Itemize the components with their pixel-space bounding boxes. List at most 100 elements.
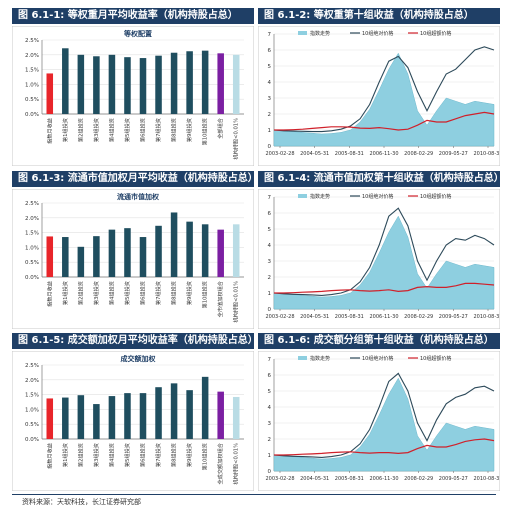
series-line-excess — [274, 438, 495, 456]
x-tick-label: 第10组投资 — [201, 443, 209, 470]
bar — [232, 54, 240, 114]
x-tick-label: 2010-08-31 — [473, 476, 500, 482]
x-tick-label: 2006-11-30 — [369, 314, 398, 320]
x-tick-label: 2004-05-31 — [300, 314, 329, 320]
x-tick-label: 第7组投资 — [154, 281, 162, 305]
bar — [46, 236, 54, 277]
series-line-absolute — [273, 372, 495, 458]
bar — [155, 225, 162, 277]
x-tick-label: 第6组投资 — [139, 443, 147, 467]
legend-label: 指数走势 — [310, 193, 330, 200]
legend-label: 10组绝对价格 — [362, 193, 393, 200]
bar-chart-1: 等权配置 0.0% 0.5% 1.0% 1.5% 2.0% 2.5% 指数月收益 第1组投资 第2… — [12, 26, 254, 166]
y-tick-label: 7 — [268, 32, 272, 38]
chart-title: 等权配置 — [123, 29, 152, 38]
x-tick-label: 2003-02-28 — [265, 476, 294, 482]
y-tick-label: 3 — [268, 259, 272, 265]
source-note: 资料来源：天软科技，长江证券研究部 — [22, 498, 141, 506]
legend-swatch — [298, 31, 307, 35]
bar — [186, 390, 193, 439]
bar — [124, 57, 131, 114]
x-tick-label: 第2组投资 — [76, 443, 84, 467]
x-tick-label: 指数月收益 — [45, 443, 53, 469]
bar — [232, 396, 240, 439]
x-tick-label: 2010-08-31 — [473, 151, 500, 157]
chart-p4: 0 1 2 3 4 5 6 7 2003-02-28 2004-05-31 2005-08-31 20… — [258, 189, 500, 329]
line-chart-6: 0 1 2 3 4 5 6 7 2003-02-28 2004-05-31 2005-08-31 20… — [258, 351, 500, 491]
series-area-index — [273, 52, 495, 147]
bar — [46, 73, 54, 114]
bar — [93, 56, 100, 114]
x-tick-label: 第9组投资 — [185, 118, 193, 142]
bar-chart-3: 流通市值加权 0.0% 0.5% 1.0% 1.5% 2.0% 2.5% 指数月收益 第1组投资… — [12, 189, 254, 329]
y-tick-label: 2.0% — [25, 53, 39, 59]
bar-chart-5: 成交额加权0.0%0.5%1.0%1.5%2.0%2.5%指数月收益 第1组投资第… — [12, 351, 254, 491]
x-tick-label: 2009-05-27 — [439, 476, 468, 482]
bar — [186, 51, 193, 114]
x-tick-label: 第9组投资 — [185, 443, 193, 467]
line-chart-4: 0 1 2 3 4 5 6 7 2003-02-28 2004-05-31 2005-08-31 20… — [258, 189, 500, 329]
x-tick-label: 指数月收益 — [45, 281, 53, 307]
x-tick-label: 2004-05-31 — [300, 151, 329, 157]
x-tick-label: 第1组投资 — [61, 281, 69, 305]
x-tick-label: 机构持股<0.01% — [232, 118, 240, 160]
panel-title-p5: 图 6.1-5: 成交额加权月平均收益率（机构持股占总） — [12, 333, 254, 349]
footer-rule — [12, 494, 496, 495]
bar — [170, 383, 178, 439]
bar — [124, 228, 131, 277]
y-tick-label: 2 — [268, 275, 272, 281]
y-tick-label: 1.5% — [25, 68, 39, 74]
x-tick-label: 2005-08-31 — [335, 151, 364, 157]
y-tick-label: 2 — [268, 437, 272, 443]
chart-p2: 0 1 2 3 4 5 6 7 2003-02-28 2004-05-31 2005-08-31 20… — [258, 26, 500, 166]
x-tick-label: 第7组投资 — [154, 443, 162, 467]
legend-label: 10组绝对价格 — [362, 355, 393, 362]
x-tick-label: 2006-11-30 — [369, 151, 398, 157]
bar — [62, 397, 69, 439]
x-tick-label: 全市值加权组合 — [216, 280, 224, 317]
chart-p1: 等权配置 0.0% 0.5% 1.0% 1.5% 2.0% 2.5% 指数月收益 第1组投资 第2… — [12, 26, 254, 166]
x-tick-label: 2003-02-28 — [265, 151, 294, 157]
x-tick-label: 机构持股<0.01% — [232, 443, 240, 485]
legend-label: 10组超额价格 — [420, 30, 451, 37]
bar — [62, 237, 69, 277]
y-tick-label: 7 — [268, 195, 272, 201]
y-tick-label: 2.0% — [25, 378, 39, 384]
panel-title-p6: 图 6.1-6: 成交额分组第十组收益（机构持股占总） — [258, 333, 500, 349]
series-line-absolute — [273, 46, 495, 133]
y-tick-label: 0.0% — [25, 112, 39, 118]
bar — [201, 224, 209, 277]
bar — [108, 54, 116, 114]
x-tick-label: 第2组投资 — [76, 281, 84, 305]
y-tick-label: 1 — [268, 128, 272, 134]
y-tick-label: 6 — [268, 211, 272, 217]
y-tick-label: 1.0% — [25, 245, 39, 251]
bar — [170, 212, 178, 277]
x-tick-label: 2009-05-27 — [439, 151, 468, 157]
x-tick-label: 指数月收益 — [45, 118, 53, 144]
bar — [124, 393, 131, 439]
x-tick-label: 2009-05-27 — [439, 314, 468, 320]
x-tick-label: 第4组投资 — [107, 281, 115, 305]
y-tick-label: 5 — [268, 227, 272, 233]
bar — [170, 52, 178, 114]
x-tick-label: 第10组投资 — [201, 281, 209, 308]
x-tick-label: 全部组合 — [216, 117, 224, 139]
legend-label: 10组超额价格 — [420, 355, 451, 362]
bar — [186, 221, 193, 277]
y-tick-label: 2.5% — [25, 201, 39, 207]
bar — [217, 229, 224, 277]
x-tick-label: 2006-11-30 — [369, 476, 398, 482]
bar — [93, 236, 100, 277]
y-tick-label: 0.0% — [25, 275, 39, 281]
x-tick-label: 2005-08-31 — [335, 314, 364, 320]
bar — [46, 398, 54, 439]
y-tick-label: 3 — [268, 96, 272, 102]
y-tick-label: 2 — [268, 112, 272, 118]
panel-title-p4: 图 6.1-4: 流通市值加权第十组收益（机构持股占总） — [258, 171, 500, 187]
bar — [139, 393, 147, 439]
x-tick-label: 2008-02-29 — [404, 151, 433, 157]
x-tick-label: 2004-05-31 — [300, 476, 329, 482]
x-tick-label: 2010-08-31 — [473, 314, 500, 320]
x-tick-label: 第10组投资 — [201, 118, 209, 145]
